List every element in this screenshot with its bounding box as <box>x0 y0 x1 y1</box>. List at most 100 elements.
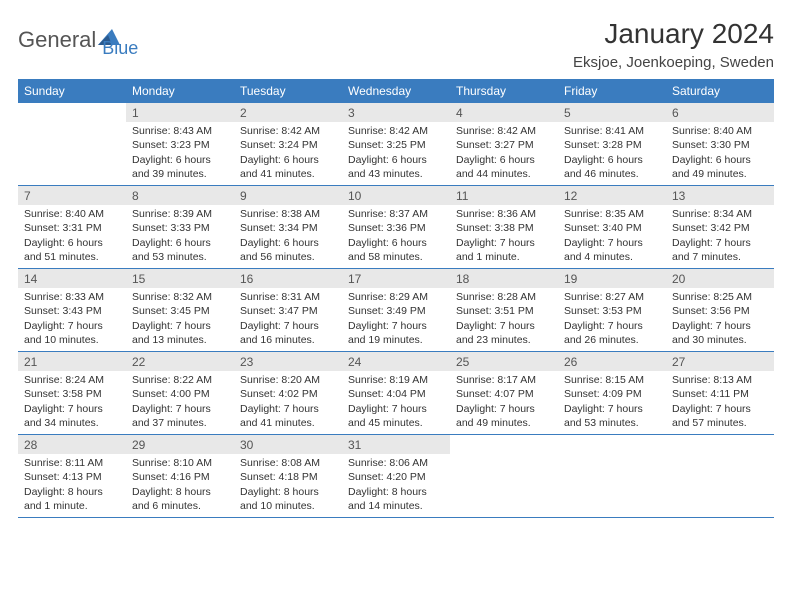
day-line-ss: Sunset: 3:58 PM <box>24 387 120 401</box>
day-number: 17 <box>342 269 450 288</box>
day-line-d1: Daylight: 7 hours <box>132 402 228 416</box>
day-line-sr: Sunrise: 8:32 AM <box>132 290 228 304</box>
day-line-sr: Sunrise: 8:19 AM <box>348 373 444 387</box>
day-line-ss: Sunset: 4:11 PM <box>672 387 768 401</box>
day-line-sr: Sunrise: 8:37 AM <box>348 207 444 221</box>
logo-text-2: Blue <box>102 38 138 59</box>
week-row: 7Sunrise: 8:40 AMSunset: 3:31 PMDaylight… <box>18 186 774 269</box>
day-cell: 26Sunrise: 8:15 AMSunset: 4:09 PMDayligh… <box>558 352 666 434</box>
day-body: Sunrise: 8:24 AMSunset: 3:58 PMDaylight:… <box>18 371 126 434</box>
day-cell: 5Sunrise: 8:41 AMSunset: 3:28 PMDaylight… <box>558 103 666 185</box>
dow-mon: Monday <box>126 79 234 103</box>
day-line-ss: Sunset: 4:13 PM <box>24 470 120 484</box>
day-cell: 9Sunrise: 8:38 AMSunset: 3:34 PMDaylight… <box>234 186 342 268</box>
day-number: 27 <box>666 352 774 371</box>
day-line-sr: Sunrise: 8:17 AM <box>456 373 552 387</box>
day-line-d2: and 45 minutes. <box>348 416 444 430</box>
dow-sun: Sunday <box>18 79 126 103</box>
day-line-d1: Daylight: 7 hours <box>24 402 120 416</box>
day-line-d1: Daylight: 7 hours <box>456 402 552 416</box>
day-body: Sunrise: 8:41 AMSunset: 3:28 PMDaylight:… <box>558 122 666 185</box>
day-line-ss: Sunset: 4:02 PM <box>240 387 336 401</box>
day-cell: 13Sunrise: 8:34 AMSunset: 3:42 PMDayligh… <box>666 186 774 268</box>
day-line-sr: Sunrise: 8:20 AM <box>240 373 336 387</box>
day-cell <box>666 435 774 517</box>
day-line-sr: Sunrise: 8:38 AM <box>240 207 336 221</box>
day-line-sr: Sunrise: 8:36 AM <box>456 207 552 221</box>
day-number: 4 <box>450 103 558 122</box>
day-line-d1: Daylight: 7 hours <box>672 319 768 333</box>
day-line-sr: Sunrise: 8:28 AM <box>456 290 552 304</box>
day-line-d2: and 1 minute. <box>24 499 120 513</box>
day-line-d1: Daylight: 8 hours <box>240 485 336 499</box>
day-cell: 17Sunrise: 8:29 AMSunset: 3:49 PMDayligh… <box>342 269 450 351</box>
week-row: 1Sunrise: 8:43 AMSunset: 3:23 PMDaylight… <box>18 103 774 186</box>
day-body: Sunrise: 8:19 AMSunset: 4:04 PMDaylight:… <box>342 371 450 434</box>
day-line-ss: Sunset: 4:20 PM <box>348 470 444 484</box>
day-line-ss: Sunset: 3:25 PM <box>348 138 444 152</box>
day-line-sr: Sunrise: 8:40 AM <box>672 124 768 138</box>
day-body: Sunrise: 8:40 AMSunset: 3:31 PMDaylight:… <box>18 205 126 268</box>
day-body: Sunrise: 8:15 AMSunset: 4:09 PMDaylight:… <box>558 371 666 434</box>
day-cell: 31Sunrise: 8:06 AMSunset: 4:20 PMDayligh… <box>342 435 450 517</box>
day-cell: 3Sunrise: 8:42 AMSunset: 3:25 PMDaylight… <box>342 103 450 185</box>
day-number: 3 <box>342 103 450 122</box>
day-line-d1: Daylight: 6 hours <box>132 236 228 250</box>
day-line-d1: Daylight: 6 hours <box>672 153 768 167</box>
day-body: Sunrise: 8:13 AMSunset: 4:11 PMDaylight:… <box>666 371 774 434</box>
day-line-ss: Sunset: 3:28 PM <box>564 138 660 152</box>
day-cell: 24Sunrise: 8:19 AMSunset: 4:04 PMDayligh… <box>342 352 450 434</box>
day-body: Sunrise: 8:36 AMSunset: 3:38 PMDaylight:… <box>450 205 558 268</box>
day-line-ss: Sunset: 4:18 PM <box>240 470 336 484</box>
day-number: 8 <box>126 186 234 205</box>
day-cell: 29Sunrise: 8:10 AMSunset: 4:16 PMDayligh… <box>126 435 234 517</box>
day-line-d2: and 46 minutes. <box>564 167 660 181</box>
day-line-sr: Sunrise: 8:22 AM <box>132 373 228 387</box>
day-number: 23 <box>234 352 342 371</box>
title-block: January 2024 Eksjoe, Joenkoeping, Sweden <box>573 18 774 71</box>
day-line-d1: Daylight: 6 hours <box>348 153 444 167</box>
day-line-d1: Daylight: 7 hours <box>564 402 660 416</box>
day-line-d2: and 56 minutes. <box>240 250 336 264</box>
day-line-d1: Daylight: 7 hours <box>348 402 444 416</box>
day-line-d2: and 1 minute. <box>456 250 552 264</box>
day-cell: 15Sunrise: 8:32 AMSunset: 3:45 PMDayligh… <box>126 269 234 351</box>
day-cell: 20Sunrise: 8:25 AMSunset: 3:56 PMDayligh… <box>666 269 774 351</box>
day-number: 16 <box>234 269 342 288</box>
day-line-d2: and 57 minutes. <box>672 416 768 430</box>
day-line-ss: Sunset: 3:47 PM <box>240 304 336 318</box>
week-row: 14Sunrise: 8:33 AMSunset: 3:43 PMDayligh… <box>18 269 774 352</box>
day-line-sr: Sunrise: 8:31 AM <box>240 290 336 304</box>
day-number: 15 <box>126 269 234 288</box>
day-number: 20 <box>666 269 774 288</box>
day-line-ss: Sunset: 3:27 PM <box>456 138 552 152</box>
day-line-sr: Sunrise: 8:25 AM <box>672 290 768 304</box>
day-cell <box>18 103 126 185</box>
day-cell: 30Sunrise: 8:08 AMSunset: 4:18 PMDayligh… <box>234 435 342 517</box>
day-line-d1: Daylight: 6 hours <box>348 236 444 250</box>
day-number: 31 <box>342 435 450 454</box>
day-line-sr: Sunrise: 8:15 AM <box>564 373 660 387</box>
day-line-d2: and 23 minutes. <box>456 333 552 347</box>
day-body: Sunrise: 8:22 AMSunset: 4:00 PMDaylight:… <box>126 371 234 434</box>
dow-thu: Thursday <box>450 79 558 103</box>
day-cell <box>450 435 558 517</box>
day-line-ss: Sunset: 3:23 PM <box>132 138 228 152</box>
day-number: 10 <box>342 186 450 205</box>
location: Eksjoe, Joenkoeping, Sweden <box>573 54 774 71</box>
day-line-ss: Sunset: 3:43 PM <box>24 304 120 318</box>
day-line-sr: Sunrise: 8:39 AM <box>132 207 228 221</box>
day-body: Sunrise: 8:37 AMSunset: 3:36 PMDaylight:… <box>342 205 450 268</box>
day-cell: 23Sunrise: 8:20 AMSunset: 4:02 PMDayligh… <box>234 352 342 434</box>
week-row: 21Sunrise: 8:24 AMSunset: 3:58 PMDayligh… <box>18 352 774 435</box>
day-line-d2: and 53 minutes. <box>132 250 228 264</box>
day-line-sr: Sunrise: 8:34 AM <box>672 207 768 221</box>
day-line-d2: and 43 minutes. <box>348 167 444 181</box>
day-line-ss: Sunset: 3:33 PM <box>132 221 228 235</box>
day-number: 11 <box>450 186 558 205</box>
day-line-ss: Sunset: 3:45 PM <box>132 304 228 318</box>
dow-tue: Tuesday <box>234 79 342 103</box>
day-cell: 7Sunrise: 8:40 AMSunset: 3:31 PMDaylight… <box>18 186 126 268</box>
day-cell: 16Sunrise: 8:31 AMSunset: 3:47 PMDayligh… <box>234 269 342 351</box>
day-number: 25 <box>450 352 558 371</box>
